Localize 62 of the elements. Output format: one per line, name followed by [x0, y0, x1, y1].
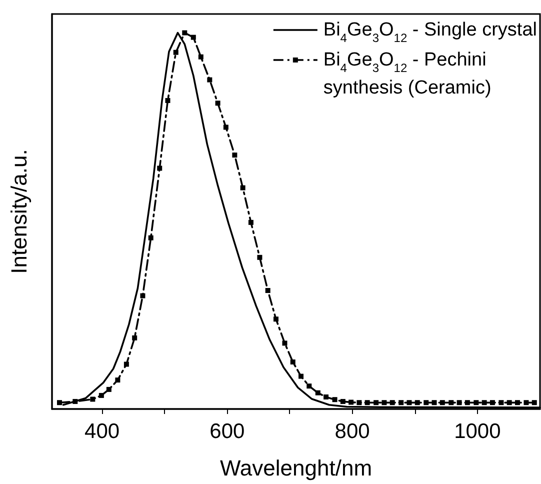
point: [424, 400, 429, 406]
point: [124, 362, 129, 367]
point: [57, 400, 62, 406]
point: [157, 166, 162, 171]
point: [173, 50, 178, 55]
y-axis-title: Intensity/a.u.: [6, 149, 32, 274]
point: [215, 100, 220, 106]
point: [232, 152, 238, 158]
point: [282, 340, 288, 346]
point: [390, 400, 395, 406]
point: [306, 384, 312, 389]
point: [414, 400, 420, 406]
point: [464, 400, 470, 406]
point: [382, 400, 387, 406]
point: [315, 390, 320, 396]
point: [72, 398, 78, 404]
point: [132, 335, 138, 340]
point: [90, 396, 96, 402]
point: [532, 400, 537, 406]
point: [398, 400, 404, 406]
point: [273, 316, 278, 322]
point: [448, 400, 454, 406]
point: [490, 400, 495, 406]
point: [364, 400, 370, 406]
point: [248, 220, 254, 225]
point: [165, 98, 170, 104]
x-tick-label: 600: [210, 420, 245, 443]
point: [148, 235, 154, 240]
point: [498, 400, 504, 406]
point: [406, 400, 412, 406]
point: [474, 400, 479, 406]
point: [524, 400, 529, 406]
x-tick-label: 400: [84, 420, 120, 443]
point: [332, 397, 338, 402]
point: [432, 400, 437, 406]
point: [298, 374, 304, 379]
point: [290, 359, 296, 364]
point: [265, 288, 270, 293]
point: [514, 400, 520, 406]
x-axis-title: Wavelenght/nm: [220, 456, 372, 480]
point: [340, 398, 346, 404]
point: [440, 400, 445, 406]
point: [324, 394, 329, 400]
point: [140, 293, 146, 298]
point: [348, 400, 354, 405]
x-tick-label: 800: [334, 420, 370, 443]
point: [115, 378, 120, 383]
x-tick-label: 1000: [454, 420, 501, 443]
point: [240, 185, 246, 190]
point: [198, 54, 204, 60]
point: [190, 34, 196, 40]
point: [182, 30, 188, 36]
point: [456, 400, 462, 406]
point: [106, 386, 112, 392]
point: [257, 254, 262, 260]
point: [223, 124, 228, 130]
point: [98, 392, 104, 398]
point: [506, 400, 512, 406]
point: [207, 77, 212, 82]
point: [356, 400, 362, 406]
point: [374, 400, 379, 406]
point: [482, 400, 487, 406]
